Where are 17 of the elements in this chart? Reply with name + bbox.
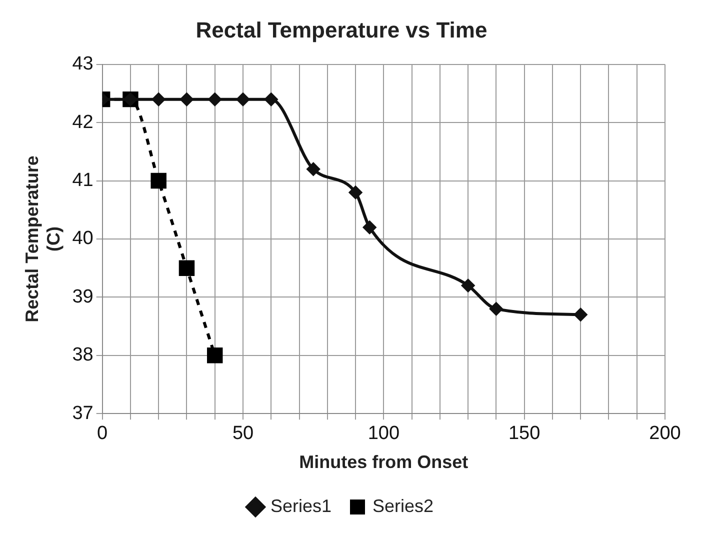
x-tick-label: 150 [508, 423, 540, 444]
x-tick-label: 0 [97, 423, 108, 444]
x-tick-label: 200 [649, 423, 681, 444]
y-tick-label: 40 [72, 228, 94, 250]
y-tick-label: 41 [72, 170, 94, 192]
y-tick-label: 37 [72, 402, 94, 424]
x-tick-label: 100 [368, 423, 400, 444]
legend-label: Series2 [372, 496, 434, 516]
y-tick-label: 38 [72, 344, 94, 366]
y-axis-title: Rectal Temperature (C) [22, 156, 64, 322]
legend-label: Series1 [270, 496, 332, 516]
y-tick-label: 39 [72, 286, 94, 308]
y-tick-label: 42 [72, 112, 94, 133]
y-tick-label: 43 [72, 54, 94, 75]
x-tick-label: 50 [232, 423, 254, 444]
chart-title: Rectal Temperature vs Time [196, 17, 488, 42]
x-axis-title: Minutes from Onset [299, 452, 468, 472]
